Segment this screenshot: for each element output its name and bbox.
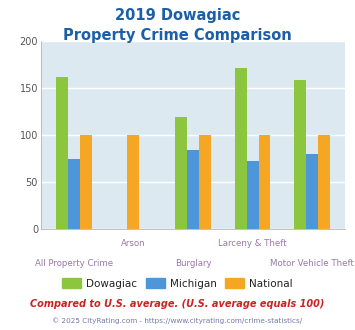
Bar bbox=[56, 77, 68, 229]
Bar bbox=[247, 161, 258, 229]
Bar bbox=[199, 135, 211, 229]
Text: © 2025 CityRating.com - https://www.cityrating.com/crime-statistics/: © 2025 CityRating.com - https://www.city… bbox=[53, 317, 302, 324]
Bar bbox=[258, 135, 271, 229]
Text: Property Crime Comparison: Property Crime Comparison bbox=[63, 28, 292, 43]
Bar bbox=[175, 117, 187, 229]
Text: Arson: Arson bbox=[121, 239, 146, 248]
Bar bbox=[68, 159, 80, 229]
Text: Motor Vehicle Theft: Motor Vehicle Theft bbox=[270, 259, 354, 268]
Text: 2019 Dowagiac: 2019 Dowagiac bbox=[115, 8, 240, 23]
Legend: Dowagiac, Michigan, National: Dowagiac, Michigan, National bbox=[58, 274, 297, 293]
Bar bbox=[306, 154, 318, 229]
Text: Compared to U.S. average. (U.S. average equals 100): Compared to U.S. average. (U.S. average … bbox=[30, 299, 325, 309]
Bar bbox=[294, 80, 306, 229]
Bar bbox=[235, 68, 247, 229]
Text: Burglary: Burglary bbox=[175, 259, 211, 268]
Text: All Property Crime: All Property Crime bbox=[34, 259, 113, 268]
Bar bbox=[318, 135, 330, 229]
Bar bbox=[127, 135, 139, 229]
Bar bbox=[80, 135, 92, 229]
Text: Larceny & Theft: Larceny & Theft bbox=[218, 239, 287, 248]
Bar bbox=[187, 150, 199, 229]
